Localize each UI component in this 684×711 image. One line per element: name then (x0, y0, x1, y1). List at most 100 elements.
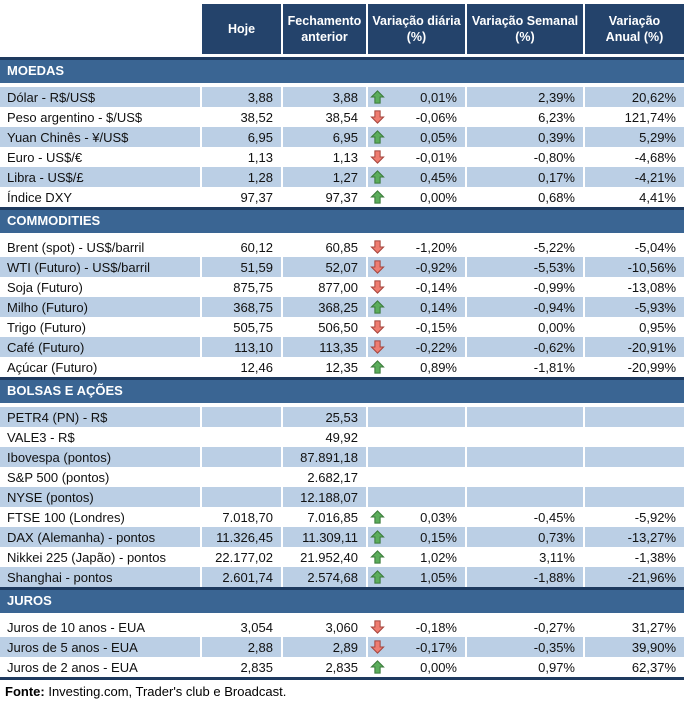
source-text: Investing.com, Trader's club e Broadcast… (44, 684, 287, 699)
daily-variation-cell: -0,92% (368, 257, 467, 277)
row-label: Açúcar (Futuro) (0, 357, 202, 377)
weekly-variation-value: 0,39% (467, 127, 585, 147)
hoje-value: 97,37 (202, 187, 283, 207)
daily-variation-value: 0,05% (420, 129, 457, 145)
daily-variation-cell: -0,17% (368, 637, 467, 657)
up-arrow-icon (368, 129, 387, 145)
annual-variation-value: -20,91% (585, 337, 684, 357)
weekly-variation-value: 2,39% (467, 87, 585, 107)
hoje-value (202, 487, 283, 507)
row-label: Juros de 5 anos - EUA (0, 637, 202, 657)
weekly-variation-value (467, 487, 585, 507)
daily-variation-cell: -0,18% (368, 617, 467, 637)
fechamento-anterior-value: 877,00 (283, 277, 368, 297)
daily-variation-cell: -0,14% (368, 277, 467, 297)
annual-variation-value: -10,56% (585, 257, 684, 277)
table-row: Juros de 5 anos - EUA 2,88 2,89 -0,17% -0,35… (0, 637, 684, 657)
hoje-value: 7.018,70 (202, 507, 283, 527)
daily-variation-cell: 0,45% (368, 167, 467, 187)
annual-variation-value: -5,04% (634, 239, 676, 255)
hoje-value: 11.326,45 (202, 527, 283, 547)
annual-variation-value: 31,27% (631, 619, 676, 635)
table-row: Shanghai - pontos 2.601,74 2.574,68 1,05% -1… (0, 567, 684, 587)
fechamento-anterior-value: 60,85 (283, 237, 368, 257)
fechamento-anterior-value: 113,35 (283, 337, 368, 357)
fechamento-anterior-value: 38,54 (283, 107, 368, 127)
fechamento-anterior-value: 49,92 (283, 427, 368, 447)
weekly-variation-value: 3,11% (467, 547, 585, 567)
row-label: Trigo (Futuro) (0, 317, 202, 337)
up-arrow-icon (368, 89, 387, 105)
fechamento-anterior-value: 12.188,07 (283, 487, 368, 507)
weekly-variation-value: 6,23% (467, 107, 585, 127)
row-label: S&P 500 (pontos) (0, 467, 202, 487)
row-label: Dólar - R$/US$ (0, 87, 202, 107)
section-band-juros: JUROS (0, 587, 684, 613)
down-arrow-icon (368, 109, 387, 125)
fechamento-anterior-value: 1,27 (283, 167, 368, 187)
daily-variation-cell: -0,01% (368, 147, 467, 167)
weekly-variation-value: -5,53% (467, 257, 585, 277)
row-label: Soja (Futuro) (0, 277, 202, 297)
daily-variation-value: 0,45% (420, 169, 457, 185)
annual-variation-value: -20,99% (627, 359, 676, 375)
daily-variation-value: 0,01% (420, 89, 457, 105)
annual-variation-value (585, 467, 684, 487)
hoje-value: 2.601,74 (202, 567, 283, 587)
table-row: Ibovespa (pontos) 87.891,18 (0, 447, 684, 467)
column-header-hoje: Hoje (202, 4, 283, 54)
down-arrow-icon (368, 279, 387, 295)
daily-variation-value: -0,14% (415, 279, 457, 295)
table-row: Euro - US$/€ 1,13 1,13 -0,01% -0,80% -4,68% (0, 147, 684, 167)
table-body: MOEDAS Dólar - R$/US$ 3,88 3,88 0,01% 2,39% 20… (0, 57, 684, 677)
daily-variation-value: -0,18% (415, 619, 457, 635)
up-arrow-icon (368, 299, 387, 315)
column-header-fechamento-anterior: Fechamento anterior (283, 4, 368, 54)
weekly-variation-value: -5,22% (467, 237, 585, 257)
daily-variation-value: -0,01% (415, 149, 457, 165)
daily-variation-value: 1,02% (420, 549, 457, 565)
daily-variation-value: -0,15% (415, 319, 457, 335)
fechamento-anterior-value: 506,50 (283, 317, 368, 337)
fechamento-anterior-value: 3,060 (283, 617, 368, 637)
fechamento-anterior-value: 25,53 (283, 407, 368, 427)
daily-variation-cell (368, 447, 467, 467)
annual-variation-value: 62,37% (631, 659, 676, 675)
table-row: Dólar - R$/US$ 3,88 3,88 0,01% 2,39% 20,62% (0, 87, 684, 107)
table-row: Juros de 10 anos - EUA 3,054 3,060 -0,18% -0… (0, 617, 684, 637)
source-note: Fonte: Investing.com, Trader's club e Br… (0, 680, 684, 699)
up-arrow-icon (368, 169, 387, 185)
row-label: FTSE 100 (Londres) (0, 507, 202, 527)
annual-variation-value: 20,62% (585, 87, 684, 107)
table-row: DAX (Alemanha) - pontos 11.326,45 11.309,1… (0, 527, 684, 547)
annual-variation-value: -4,68% (634, 149, 676, 165)
hoje-value (202, 427, 283, 447)
column-header-empty (0, 4, 202, 54)
weekly-variation-value: -0,35% (467, 637, 585, 657)
daily-variation-value: 0,00% (420, 189, 457, 205)
down-arrow-icon (368, 639, 387, 655)
row-label: Índice DXY (0, 187, 202, 207)
table-row: Peso argentino - $/US$ 38,52 38,54 -0,06% 6,… (0, 107, 684, 127)
down-arrow-icon (368, 259, 387, 275)
row-label: PETR4 (PN) - R$ (0, 407, 202, 427)
table-row: PETR4 (PN) - R$ 25,53 (0, 407, 684, 427)
row-label: Juros de 2 anos - EUA (0, 657, 202, 677)
weekly-variation-value: -0,94% (467, 297, 585, 317)
daily-variation-cell: 0,89% (368, 357, 467, 377)
hoje-value: 368,75 (202, 297, 283, 317)
daily-variation-value: -0,22% (415, 339, 457, 355)
daily-variation-value: 0,03% (420, 509, 457, 525)
down-arrow-icon (368, 149, 387, 165)
row-label: Nikkei 225 (Japão) - pontos (0, 547, 202, 567)
table-bottom-border (0, 677, 684, 680)
row-label: Yuan Chinês - ¥/US$ (0, 127, 202, 147)
fechamento-anterior-value: 368,25 (283, 297, 368, 317)
up-arrow-icon (368, 509, 387, 525)
weekly-variation-value: 0,17% (467, 167, 585, 187)
annual-variation-value: -4,21% (585, 167, 684, 187)
table-row: Soja (Futuro) 875,75 877,00 -0,14% -0,99% -13… (0, 277, 684, 297)
weekly-variation-value: 0,00% (467, 317, 585, 337)
fechamento-anterior-value: 21.952,40 (283, 547, 368, 567)
hoje-value: 60,12 (202, 237, 283, 257)
